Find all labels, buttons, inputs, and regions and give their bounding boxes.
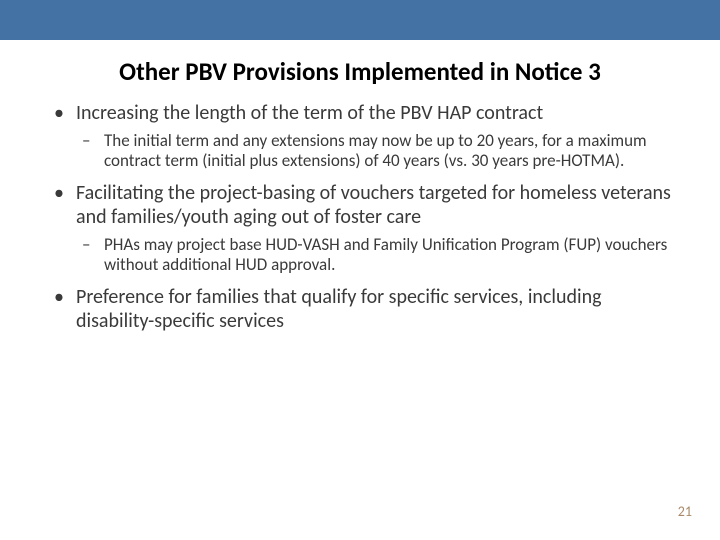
sub-bullet-list: PHAs may project base HUD-VASH and Famil… (76, 235, 680, 275)
sub-bullet-list: The initial term and any extensions may … (76, 131, 680, 171)
sub-bullet-item: PHAs may project base HUD-VASH and Famil… (76, 235, 680, 275)
top-bar (0, 0, 720, 40)
sub-bullet-text: PHAs may project base HUD-VASH and Famil… (104, 234, 667, 275)
bullet-list: Increasing the length of the term of the… (52, 101, 680, 333)
bullet-item: Facilitating the project-basing of vouch… (52, 181, 680, 275)
bullet-text: Facilitating the project-basing of vouch… (76, 181, 671, 229)
bullet-item: Preference for families that qualify for… (52, 285, 680, 333)
sub-bullet-text: The initial term and any extensions may … (104, 130, 647, 171)
bullet-item: Increasing the length of the term of the… (52, 101, 680, 171)
sub-bullet-item: The initial term and any extensions may … (76, 131, 680, 171)
slide-title: Other PBV Provisions Implemented in Noti… (28, 56, 692, 87)
slide-content: Increasing the length of the term of the… (0, 101, 720, 333)
bullet-text: Preference for families that qualify for… (76, 285, 602, 333)
bullet-text: Increasing the length of the term of the… (76, 101, 543, 125)
page-number: 21 (678, 503, 692, 520)
